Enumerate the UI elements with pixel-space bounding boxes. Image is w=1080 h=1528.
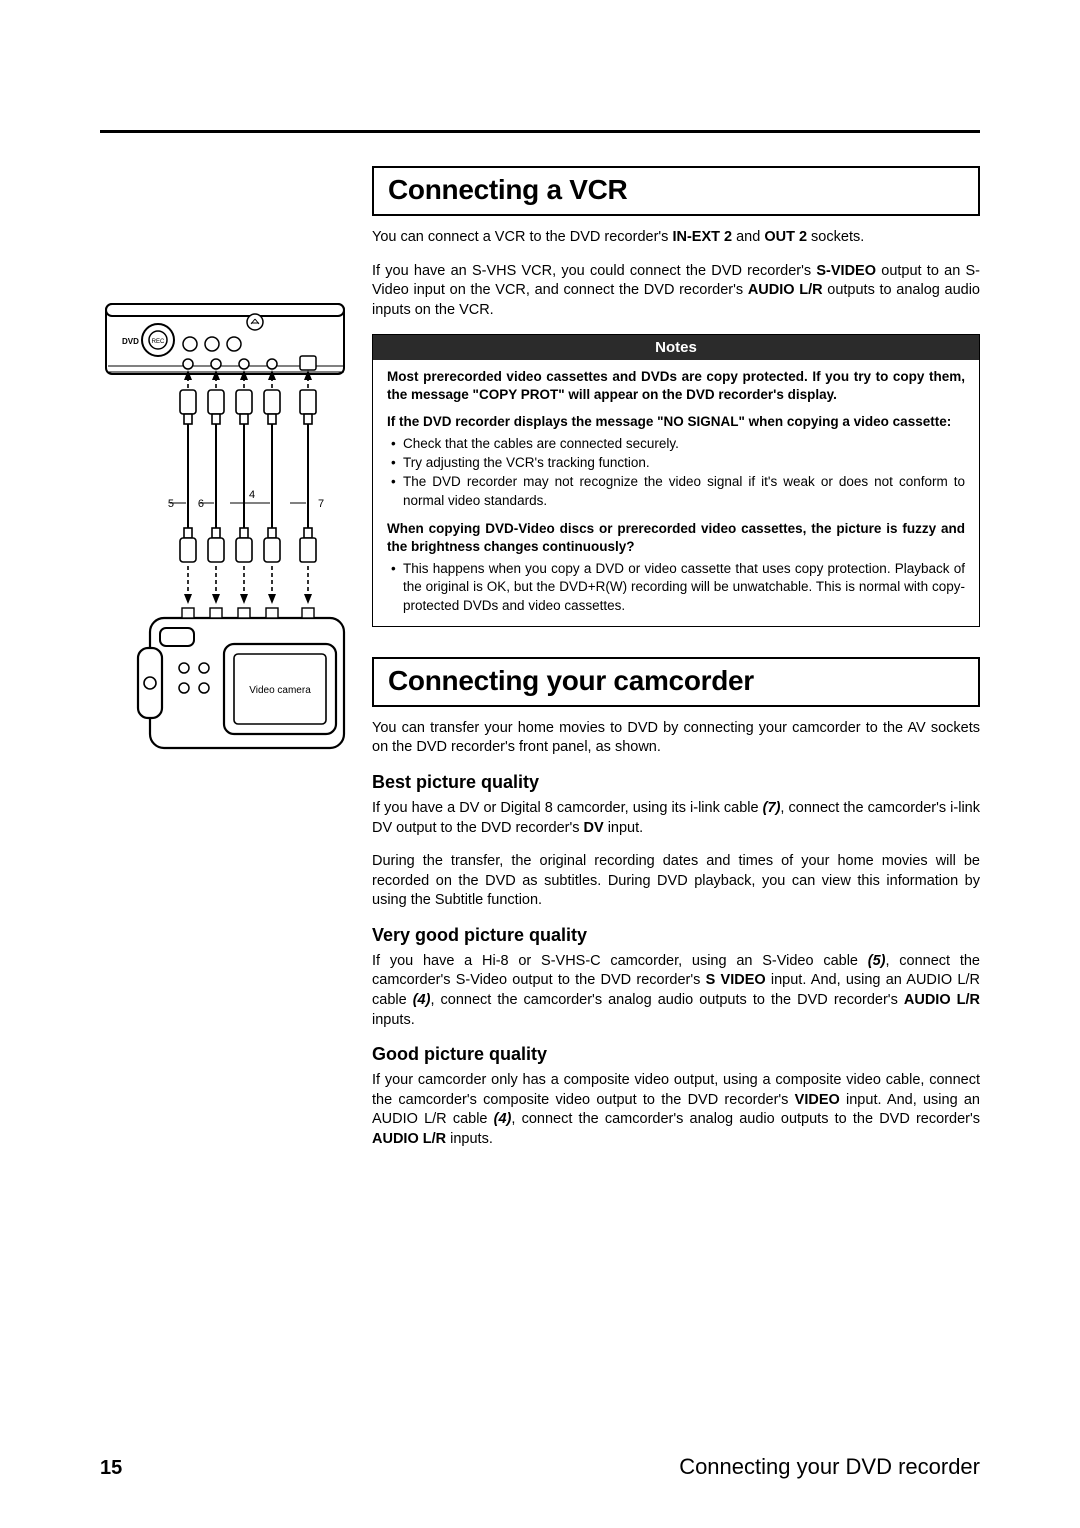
diagram-camera-label: Video camera <box>249 685 311 696</box>
top-rule <box>100 130 980 133</box>
cam-p3: If you have a Hi-8 or S-VHS-C camcorder,… <box>372 952 980 1030</box>
heading-good: Good picture quality <box>372 1044 980 1065</box>
notes-n3-list: This happens when you copy a DVD or vide… <box>387 560 965 615</box>
notes-n2-item: The DVD recorder may not recognize the v… <box>387 473 965 509</box>
cable-label-5: 5 <box>168 498 174 510</box>
connection-diagram: REC DVD <box>100 298 350 768</box>
cam-p1: If you have a DV or Digital 8 camcorder,… <box>372 799 980 838</box>
cam-p2: During the transfer, the original record… <box>372 852 980 911</box>
section-vcr-title: Connecting a VCR <box>388 174 964 206</box>
heading-verygood: Very good picture quality <box>372 925 980 946</box>
notes-n2-item: Check that the cables are connected secu… <box>387 435 965 453</box>
cable-label-6: 6 <box>198 498 204 510</box>
section-vcr-title-box: Connecting a VCR <box>372 166 980 216</box>
cable-label-4: 4 <box>249 489 255 501</box>
cam-intro: You can transfer your home movies to DVD… <box>372 719 980 758</box>
cable-label-7: 7 <box>318 498 324 510</box>
notes-n3: When copying DVD-Video discs or prerecor… <box>387 520 965 556</box>
notes-n1: Most prerecorded video cassettes and DVD… <box>387 368 965 404</box>
heading-best: Best picture quality <box>372 772 980 793</box>
notes-n2-list: Check that the cables are connected secu… <box>387 435 965 510</box>
section-cam-title: Connecting your camcorder <box>388 665 964 697</box>
cam-p4: If your camcorder only has a composite v… <box>372 1071 980 1149</box>
notes-n3-item: This happens when you copy a DVD or vide… <box>387 560 965 615</box>
svg-text:REC: REC <box>152 339 165 345</box>
vcr-p1: You can connect a VCR to the DVD recorde… <box>372 228 980 248</box>
vcr-p2: If you have an S-VHS VCR, you could conn… <box>372 262 980 321</box>
notes-n2: If the DVD recorder displays the message… <box>387 413 965 431</box>
svg-text:DVD: DVD <box>122 337 139 346</box>
notes-header: Notes <box>373 335 979 360</box>
page-number: 15 <box>100 1457 122 1480</box>
section-cam-title-box: Connecting your camcorder <box>372 657 980 707</box>
notes-box: Notes Most prerecorded video cassettes a… <box>372 334 980 627</box>
notes-n2-item: Try adjusting the VCR's tracking functio… <box>387 454 965 472</box>
footer-title: Connecting your DVD recorder <box>679 1454 980 1480</box>
